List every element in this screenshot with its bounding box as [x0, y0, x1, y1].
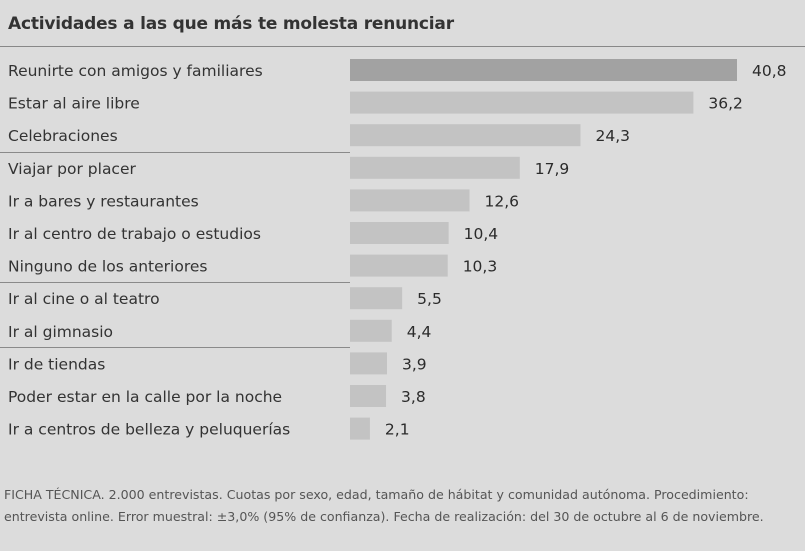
value-label: 12,6 [485, 192, 520, 210]
bar-chart: Reunirte con amigos y familiares 40,8 Esta… [0, 59, 787, 440]
value-label: 40,8 [752, 62, 787, 80]
footnote: FICHA TÉCNICA. 2.000 entrevistas. Cuotas… [4, 487, 764, 524]
category-label: Reunirte con amigos y familiares [8, 62, 263, 80]
value-label: 2,1 [385, 421, 410, 439]
value-label: 24,3 [595, 127, 630, 145]
value-label: 36,2 [708, 95, 743, 113]
bar [350, 124, 581, 147]
bar [350, 352, 387, 375]
bar [350, 189, 470, 212]
value-label: 4,4 [407, 323, 432, 341]
value-label: 3,9 [402, 355, 427, 373]
bar [350, 319, 392, 342]
bar [350, 417, 370, 440]
bar [350, 222, 449, 244]
value-label: 17,9 [535, 160, 570, 178]
title-divider [0, 46, 805, 47]
value-label: 3,8 [401, 388, 426, 406]
value-label: 10,4 [464, 225, 499, 243]
bar [350, 254, 448, 277]
bar [350, 91, 694, 114]
value-label: 10,3 [463, 258, 498, 276]
bar [350, 385, 387, 407]
category-label: Ir a bares y restaurantes [8, 192, 199, 210]
bar [350, 287, 403, 310]
category-label: Celebraciones [8, 127, 118, 145]
category-label: Poder estar en la calle por la noche [8, 388, 282, 406]
value-label: 5,5 [417, 290, 442, 308]
category-label: Ir de tiendas [8, 355, 105, 373]
category-label: Ir al gimnasio [8, 323, 113, 341]
category-label: Ir a centros de belleza y peluquerías [8, 421, 290, 439]
bar [350, 156, 520, 179]
category-label: Viajar por placer [8, 160, 136, 178]
bar [350, 59, 737, 81]
category-label: Ninguno de los anteriores [8, 258, 207, 276]
category-label: Estar al aire libre [8, 95, 140, 113]
category-label: Ir al centro de trabajo o estudios [8, 225, 261, 243]
category-label: Ir al cine o al teatro [8, 290, 160, 308]
chart-title: Actividades a las que más te molesta ren… [8, 14, 454, 34]
bars-layer: Reunirte con amigos y familiares 40,8 Esta… [0, 59, 787, 440]
